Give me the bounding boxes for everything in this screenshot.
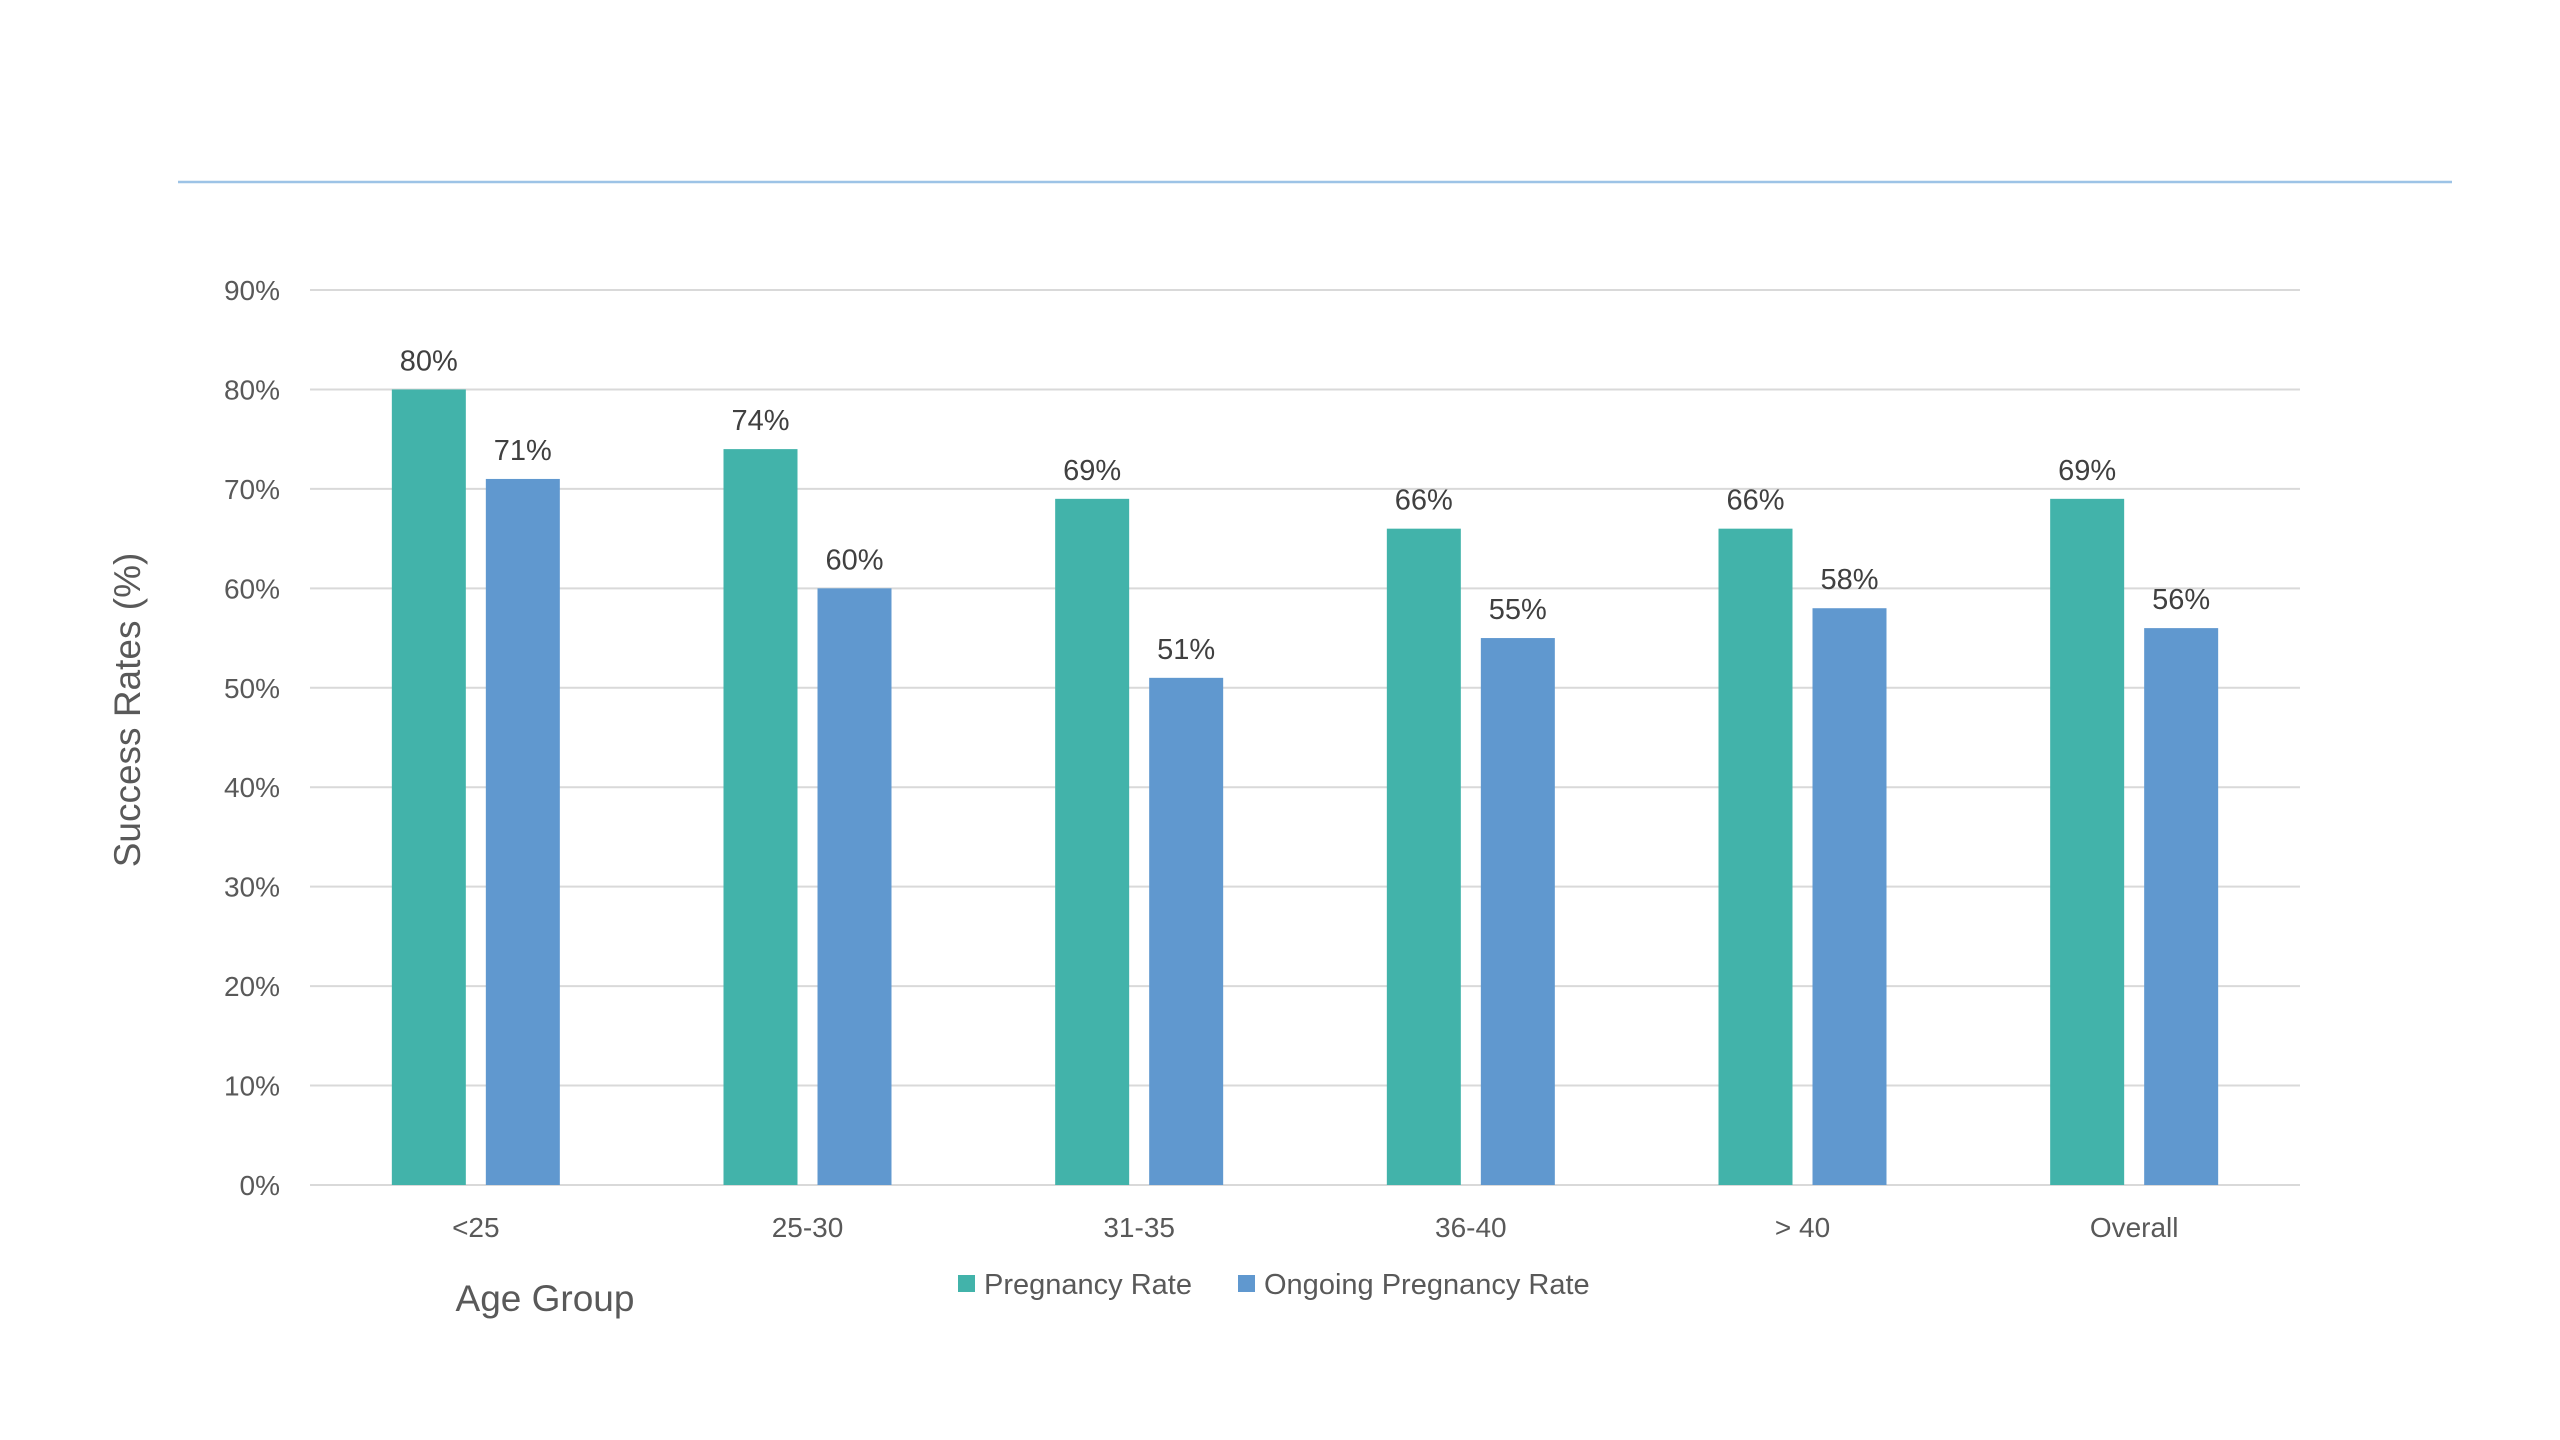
bar	[2144, 628, 2219, 1185]
data-label: 66%	[1395, 485, 1453, 517]
bar	[1480, 638, 1555, 1185]
legend-label: Ongoing Pregnancy Rate	[1264, 1269, 1590, 1301]
y-tick-label: 30%	[224, 872, 280, 903]
y-axis-title: Success Rates (%)	[107, 553, 148, 868]
bar	[2050, 498, 2125, 1185]
legend-swatch	[958, 1275, 975, 1292]
x-tick-label: 25-30	[772, 1212, 844, 1243]
x-tick-label: Overall	[2090, 1212, 2179, 1243]
bar	[1718, 528, 1793, 1185]
y-tick-label: 70%	[224, 474, 280, 505]
legend-label: Pregnancy Rate	[984, 1269, 1192, 1301]
y-tick-label: 10%	[224, 1071, 280, 1102]
bar	[391, 389, 466, 1185]
data-label: 74%	[731, 405, 789, 437]
data-label: 60%	[825, 544, 883, 576]
y-tick-label: 20%	[224, 971, 280, 1002]
legend-swatch	[1238, 1275, 1255, 1292]
data-label: 66%	[1726, 485, 1784, 517]
x-tick-label: 31-35	[1103, 1212, 1175, 1243]
y-tick-label: 90%	[224, 275, 280, 306]
data-label: 51%	[1157, 634, 1215, 666]
bar	[485, 478, 560, 1185]
y-tick-label: 80%	[224, 374, 280, 405]
x-tick-label: 36-40	[1435, 1212, 1507, 1243]
bar	[1055, 498, 1130, 1185]
bar	[1386, 528, 1461, 1185]
x-axis-ticks: <25 25-30 31-35 36-40 > 40 Overall	[452, 1212, 2178, 1243]
data-label: 71%	[494, 435, 552, 467]
y-tick-label: 50%	[224, 673, 280, 704]
data-label: 69%	[1063, 455, 1121, 487]
bar	[1149, 677, 1224, 1185]
x-tick-label: <25	[452, 1212, 500, 1243]
gridlines	[310, 289, 2300, 1186]
x-tick-label: > 40	[1775, 1212, 1830, 1243]
y-tick-label: 0%	[240, 1170, 280, 1201]
data-label: 56%	[2152, 584, 2210, 616]
y-tick-label: 40%	[224, 772, 280, 803]
legend: Pregnancy Rate Ongoing Pregnancy Rate	[958, 1269, 1590, 1301]
bar	[723, 449, 798, 1186]
data-label: 80%	[400, 345, 458, 377]
data-label: 55%	[1489, 594, 1547, 626]
data-labels: 80% 71% 74% 60% 69% 51% 66% 55% 66% 58% 69% 56%	[400, 345, 2210, 665]
bar	[817, 588, 892, 1185]
bars	[391, 389, 2219, 1186]
data-label: 69%	[2058, 455, 2116, 487]
data-label: 58%	[1820, 564, 1878, 596]
bar	[1812, 608, 1887, 1185]
y-axis-ticks: 0% 10% 20% 30% 40% 50% 60% 70% 80% 90%	[224, 275, 280, 1201]
y-tick-label: 60%	[224, 573, 280, 604]
x-axis-title: Age Group	[456, 1278, 635, 1319]
